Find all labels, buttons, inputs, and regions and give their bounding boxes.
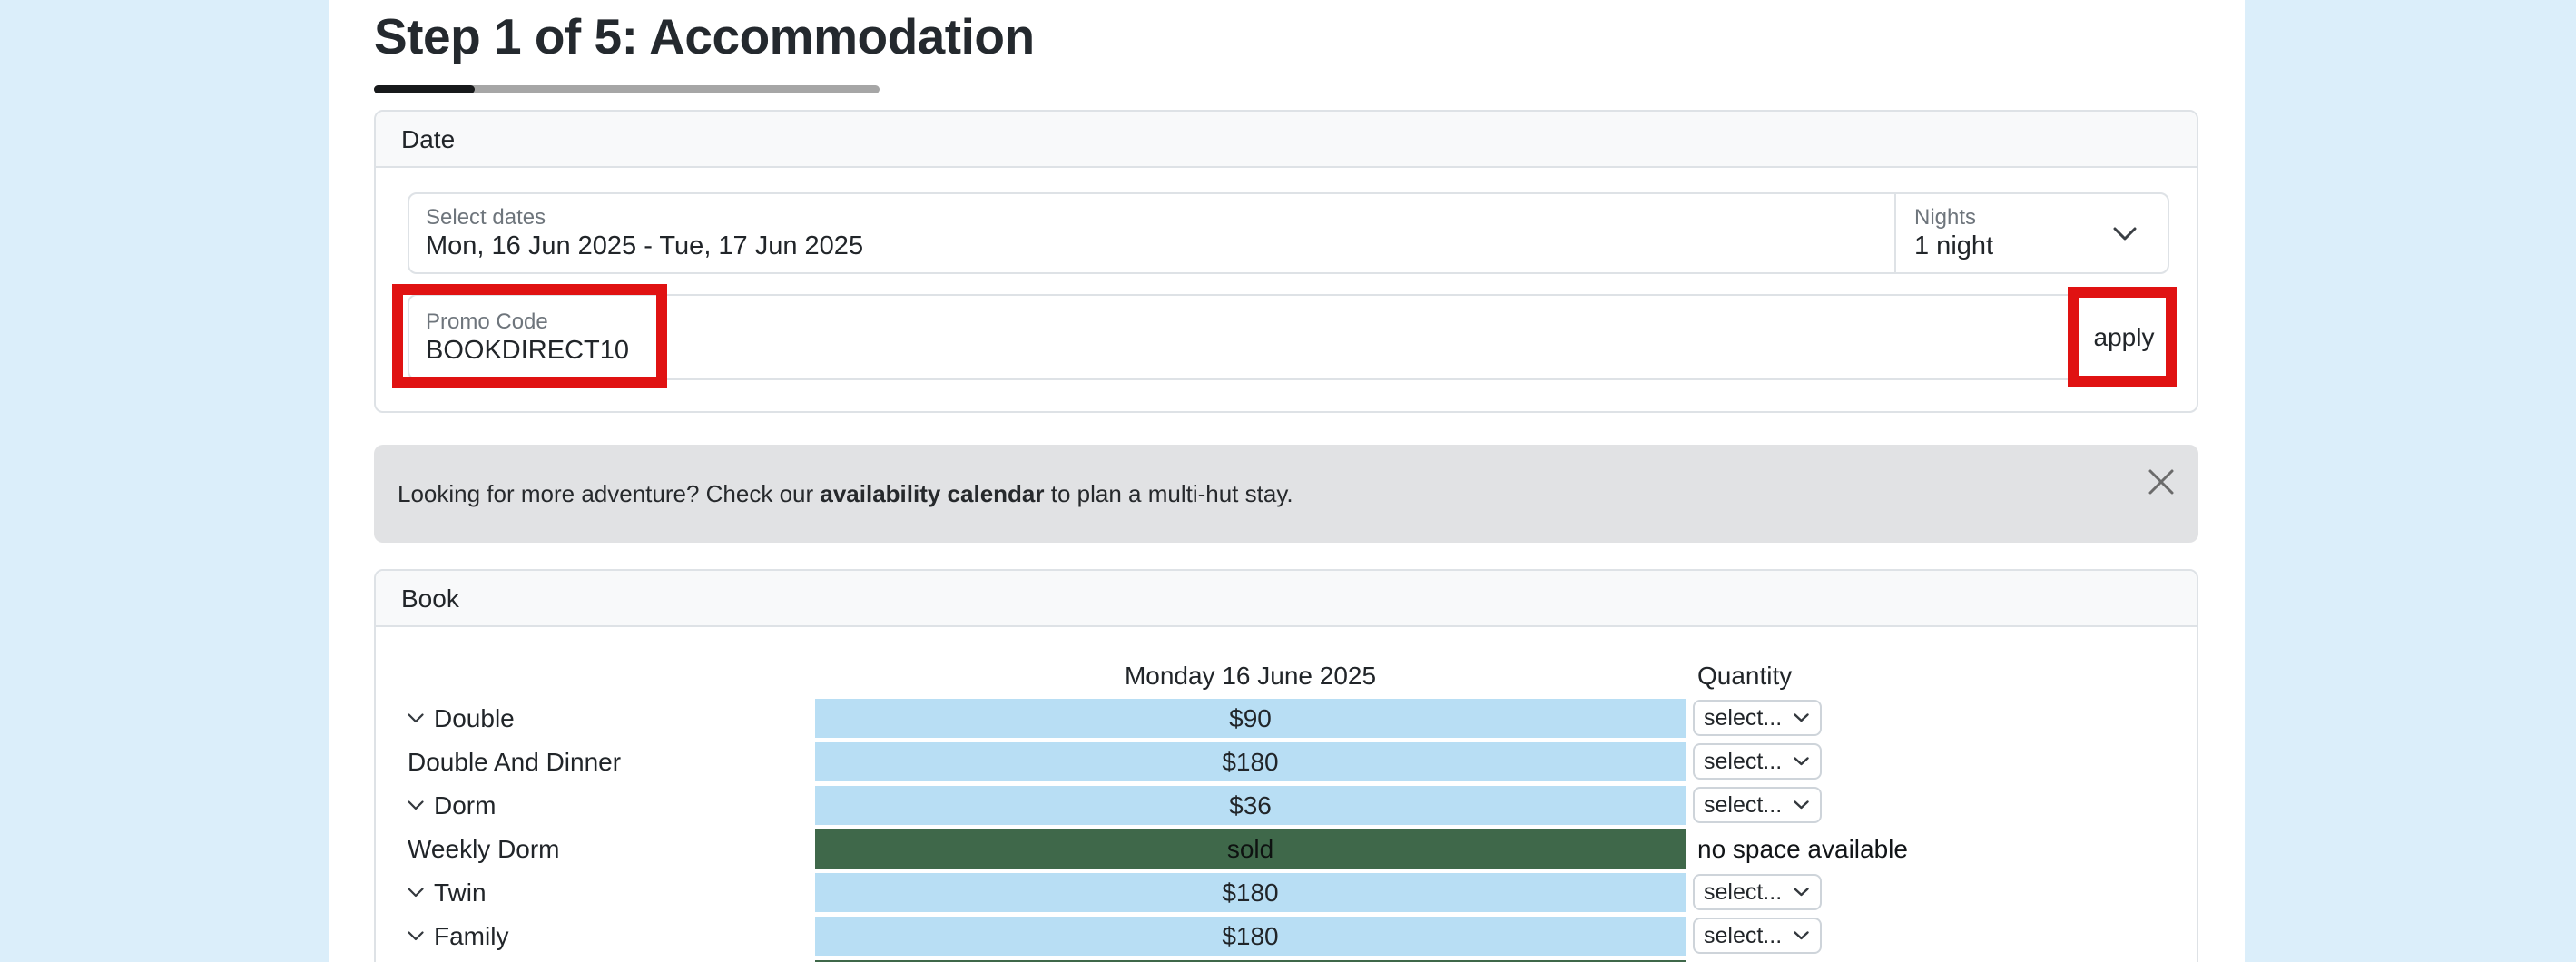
- price-cell[interactable]: [815, 960, 1686, 962]
- apply-button[interactable]: apply: [2093, 322, 2155, 351]
- table-row: Double $90 select...: [376, 699, 2197, 738]
- table-row: Family $180 select...: [376, 917, 2197, 956]
- promo-code-value: BOOKDIRECT10: [426, 335, 629, 365]
- chevron-down-icon: [1794, 713, 1809, 722]
- promo-code-field[interactable]: Promo Code BOOKDIRECT10: [409, 296, 2079, 378]
- page-title: Step 1 of 5: Accommodation: [374, 8, 1035, 64]
- select-dates-label: Select dates: [426, 205, 546, 230]
- quantity-select-label: select...: [1704, 748, 1783, 774]
- banner-text: Looking for more adventure? Check our av…: [398, 480, 1293, 508]
- room-type-label: Weekly Dorm: [408, 829, 560, 869]
- book-rows: Double $90 select... Double And Dinner $…: [376, 699, 2197, 962]
- price-cell[interactable]: $36: [815, 786, 1686, 825]
- price-cell[interactable]: $180: [815, 742, 1686, 781]
- promo-input-group: Promo Code BOOKDIRECT10 apply: [408, 294, 2171, 380]
- quantity-select-label: select...: [1704, 791, 1783, 818]
- table-row: Dorm $36 select...: [376, 786, 2197, 825]
- dates-input-group: Select dates Mon, 16 Jun 2025 - Tue, 17 …: [408, 192, 2169, 274]
- chevron-down-icon: [1794, 757, 1809, 766]
- nights-value: 1 night: [1914, 231, 1994, 260]
- nights-dropdown[interactable]: Nights 1 night: [1894, 194, 2168, 272]
- date-card: Date Select dates Mon, 16 Jun 2025 - Tue…: [374, 110, 2198, 413]
- room-name: Double: [434, 703, 515, 732]
- price-cell[interactable]: sold: [815, 829, 1686, 869]
- room-name: Family: [434, 921, 509, 950]
- quantity-note: no space available: [1697, 835, 1908, 863]
- room-type-label: Double: [408, 699, 515, 738]
- chevron-down-icon: [2113, 227, 2137, 240]
- availability-banner: Looking for more adventure? Check our av…: [374, 445, 2198, 543]
- progress-bar: [374, 85, 880, 93]
- promo-code-label: Promo Code: [426, 309, 548, 334]
- room-name: Weekly Dorm: [408, 834, 560, 863]
- page-content: Step 1 of 5: Accommodation Date Select d…: [329, 0, 2245, 962]
- room-type-label: Twin: [408, 873, 487, 912]
- room-name: Twin: [434, 878, 487, 907]
- room-type-label: Dorm: [408, 786, 496, 825]
- price-cell[interactable]: $180: [815, 873, 1686, 912]
- table-row: Weekly Dorm sold no space available: [376, 829, 2197, 869]
- room-type-label: Double And Dinner: [408, 742, 621, 781]
- quantity-select-label: select...: [1704, 704, 1783, 731]
- select-dates-field[interactable]: Select dates Mon, 16 Jun 2025 - Tue, 17 …: [409, 194, 1894, 272]
- book-card: Book Monday 16 June 2025 Quantity Double…: [374, 569, 2198, 962]
- quantity-select[interactable]: select...: [1693, 874, 1822, 910]
- room-name: Dorm: [434, 790, 497, 820]
- quantity-select[interactable]: select...: [1693, 700, 1822, 736]
- chevron-down-icon[interactable]: [408, 713, 424, 723]
- date-column-header: Monday 16 June 2025: [1124, 662, 1377, 690]
- table-row: Twin $180 select...: [376, 873, 2197, 912]
- table-row: [376, 960, 2197, 962]
- chevron-down-icon[interactable]: [408, 931, 424, 941]
- quantity-select[interactable]: select...: [1693, 918, 1822, 954]
- quantity-select[interactable]: select...: [1693, 787, 1822, 823]
- progress-fill: [374, 85, 476, 93]
- chevron-down-icon: [1794, 800, 1809, 810]
- price-cell[interactable]: $90: [815, 699, 1686, 738]
- quantity-select[interactable]: select...: [1693, 743, 1822, 780]
- chevron-down-icon: [1794, 931, 1809, 940]
- price-cell[interactable]: $180: [815, 917, 1686, 956]
- chevron-down-icon[interactable]: [408, 888, 424, 898]
- book-card-header: Book: [376, 571, 2197, 627]
- chevron-down-icon: [1794, 888, 1809, 897]
- banner-text-before: Looking for more adventure? Check our: [398, 479, 821, 507]
- select-dates-value: Mon, 16 Jun 2025 - Tue, 17 Jun 2025: [426, 231, 864, 260]
- nights-label: Nights: [1914, 205, 1977, 230]
- quantity-select-label: select...: [1704, 922, 1783, 948]
- date-card-header: Date: [376, 112, 2197, 168]
- table-row: Double And Dinner $180 select...: [376, 742, 2197, 781]
- quantity-select-label: select...: [1704, 879, 1783, 905]
- close-icon[interactable]: [2148, 468, 2175, 496]
- availability-calendar-link[interactable]: availability calendar: [820, 479, 1045, 507]
- banner-text-after: to plan a multi-hut stay.: [1044, 479, 1293, 507]
- quantity-column-header: Quantity: [1697, 662, 1793, 690]
- room-name: Double And Dinner: [408, 747, 622, 776]
- room-type-label: Family: [408, 917, 508, 956]
- chevron-down-icon[interactable]: [408, 800, 424, 810]
